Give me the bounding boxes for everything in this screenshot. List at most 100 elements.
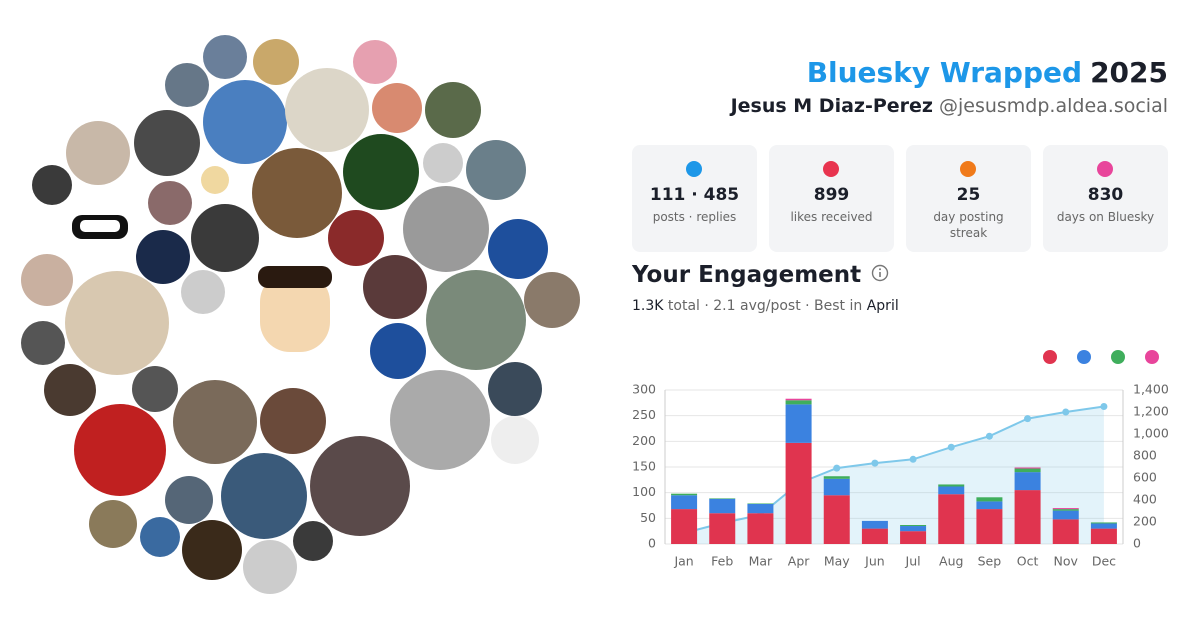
bar-segment — [709, 498, 736, 514]
x-tick-label: May — [824, 554, 850, 569]
summary: 1.3K total · 2.1 avg/post · Best in Apri… — [632, 298, 899, 314]
bar-segment — [1090, 528, 1117, 544]
avatar[interactable] — [328, 210, 384, 266]
avatar[interactable] — [466, 140, 526, 200]
info-icon[interactable] — [871, 264, 889, 282]
avatar[interactable] — [89, 500, 137, 548]
avatar[interactable] — [353, 40, 397, 84]
avatar[interactable] — [221, 453, 307, 539]
x-tick-label: Jul — [905, 554, 921, 569]
section-title-text: Your Engagement — [632, 262, 862, 288]
avatar[interactable] — [21, 254, 73, 306]
bar-segment — [709, 513, 736, 544]
x-tick-label: Oct — [1017, 554, 1039, 569]
total: 1.3K — [632, 298, 664, 314]
bar-segment — [1090, 522, 1117, 524]
bar-segment — [785, 404, 812, 443]
user-name: Jesus M Diaz-Perez — [730, 95, 933, 117]
avatar[interactable] — [491, 416, 539, 464]
stat-card: 111 · 485 posts · replies — [632, 145, 757, 252]
stat-icon — [960, 161, 976, 177]
avatar[interactable] — [165, 476, 213, 524]
y2-tick-label: 0 — [1133, 536, 1141, 551]
bar-segment — [938, 484, 965, 487]
avatar[interactable] — [74, 404, 166, 496]
avatar[interactable] — [136, 230, 190, 284]
avatar[interactable] — [310, 436, 410, 536]
legend-icon[interactable] — [1043, 350, 1057, 364]
avatar[interactable] — [65, 271, 169, 375]
bar-segment — [1052, 508, 1079, 510]
legend-icon[interactable] — [1111, 350, 1125, 364]
point — [833, 464, 841, 472]
legend-icon[interactable] — [1077, 350, 1091, 364]
avatar[interactable] — [132, 366, 178, 412]
stat-value: 111 · 485 — [649, 185, 740, 205]
avatar[interactable] — [66, 121, 130, 185]
y-tick-label: 150 — [632, 459, 656, 474]
point — [1062, 408, 1070, 416]
stat-label: likes received — [790, 210, 873, 224]
avatar[interactable] — [390, 370, 490, 470]
avatar[interactable] — [173, 380, 257, 464]
avatar[interactable] — [423, 143, 463, 183]
legend-icon[interactable] — [1145, 350, 1159, 364]
avatar[interactable] — [201, 166, 229, 194]
avatar[interactable] — [44, 364, 96, 416]
x-tick-label: Sep — [978, 554, 1002, 569]
avatar[interactable] — [134, 110, 200, 176]
point — [871, 459, 879, 467]
avatar[interactable] — [191, 204, 259, 272]
avatar[interactable] — [488, 219, 548, 279]
avatar[interactable] — [181, 270, 225, 314]
x-tick-label: Feb — [711, 554, 733, 569]
avatar[interactable] — [363, 255, 427, 319]
user: Jesus M Diaz-Perez @jesusmdp.aldea.social — [731, 95, 1168, 117]
avatar[interactable] — [32, 165, 72, 205]
avatar[interactable] — [253, 39, 299, 85]
avatar[interactable] — [260, 388, 326, 454]
bar-segment — [1052, 519, 1079, 544]
bar-segment — [785, 400, 812, 405]
y2-tick-label: 1,200 — [1133, 404, 1169, 419]
avatar[interactable] — [415, 471, 461, 517]
area-fill — [684, 406, 1104, 544]
y-tick-label: 100 — [632, 484, 656, 499]
bar-segment — [785, 442, 812, 544]
avatar[interactable] — [524, 272, 580, 328]
avatar[interactable] — [372, 83, 422, 133]
avatar[interactable] — [173, 316, 233, 376]
stat-label: day posting streak — [933, 210, 1004, 240]
avatar[interactable] — [426, 270, 526, 370]
point — [947, 443, 955, 451]
x-tick-label: Mar — [749, 554, 773, 569]
avatar[interactable] — [488, 362, 542, 416]
best-month: April — [866, 298, 899, 314]
x-tick-label: Jan — [673, 554, 693, 569]
y-tick-label: 50 — [640, 510, 656, 525]
avatar[interactable] — [293, 521, 333, 561]
section-title: Your Engagement — [632, 262, 889, 288]
stat-value: 25 — [956, 185, 981, 205]
avatar[interactable] — [332, 373, 382, 423]
avatar[interactable] — [182, 520, 242, 580]
y2-tick-label: 800 — [1133, 448, 1157, 463]
avatar[interactable] — [165, 63, 209, 107]
y-tick-label: 0 — [648, 536, 656, 551]
avatar[interactable] — [285, 68, 369, 152]
avatar[interactable] — [370, 323, 426, 379]
bar-segment — [785, 398, 812, 401]
avatar[interactable] — [243, 540, 297, 594]
point — [1100, 403, 1108, 410]
avatar[interactable] — [203, 80, 287, 164]
avatar[interactable] — [343, 134, 419, 210]
avatar[interactable] — [425, 82, 481, 138]
summary-text: total · 2.1 avg/post · Best in — [667, 298, 863, 314]
avatar[interactable] — [140, 517, 180, 557]
avatar[interactable] — [148, 181, 192, 225]
avatar[interactable] — [252, 148, 342, 238]
avatar[interactable] — [21, 321, 65, 365]
avatar[interactable] — [403, 186, 489, 272]
avatar[interactable] — [203, 35, 247, 79]
stat-value: 899 — [813, 185, 850, 205]
